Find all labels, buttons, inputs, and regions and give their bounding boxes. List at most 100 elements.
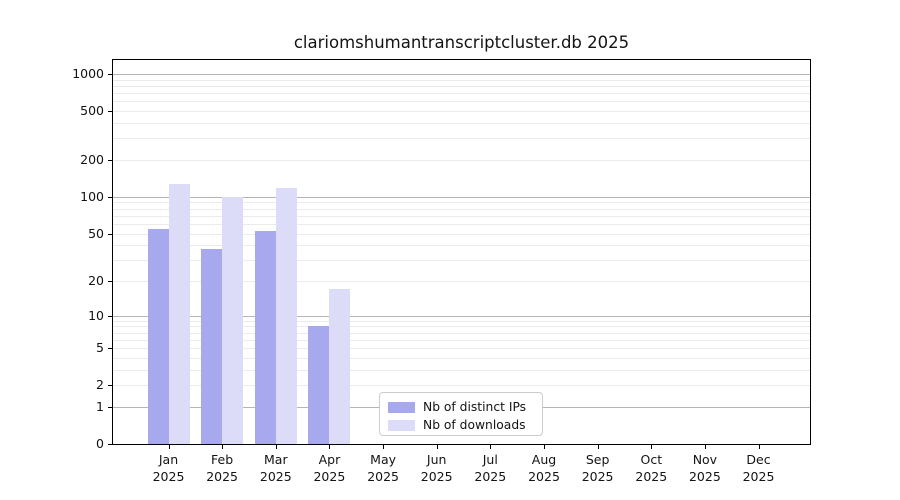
year-label: 2025 bbox=[259, 468, 292, 484]
minor-gridline bbox=[113, 202, 810, 204]
minor-gridline bbox=[113, 281, 810, 282]
major-gridline bbox=[113, 74, 810, 75]
legend-item-distinct-ips: Nb of distinct IPs bbox=[388, 399, 534, 415]
x-tick-mark bbox=[383, 445, 385, 449]
x-tick-label: May 2025 bbox=[353, 452, 413, 485]
year-label: 2025 bbox=[528, 468, 560, 484]
y-tick-label: 0 bbox=[96, 436, 104, 451]
x-tick-mark bbox=[275, 445, 277, 449]
y-tick-label: 5 bbox=[96, 340, 104, 356]
y-tick-mark bbox=[108, 348, 113, 350]
x-tick-mark bbox=[651, 445, 653, 449]
bar-downloads-apr bbox=[329, 289, 351, 444]
bar-distinct-ips-feb bbox=[201, 249, 223, 444]
year-label: 2025 bbox=[581, 468, 614, 484]
year-label: 2025 bbox=[367, 468, 399, 484]
legend-label-distinct-ips: Nb of distinct IPs bbox=[423, 400, 527, 414]
minor-gridline bbox=[113, 208, 810, 210]
month-label: Oct bbox=[640, 452, 663, 467]
x-tick-label: Apr 2025 bbox=[299, 452, 359, 485]
x-tick-mark bbox=[436, 445, 438, 449]
minor-gridline bbox=[113, 160, 810, 161]
y-tick-mark bbox=[108, 406, 113, 408]
minor-gridline bbox=[113, 245, 810, 247]
x-tick-label: Aug 2025 bbox=[514, 452, 574, 485]
x-tick-label: Mar 2025 bbox=[246, 452, 306, 485]
month-label: Apr bbox=[318, 452, 341, 467]
month-label: Aug bbox=[531, 452, 557, 467]
year-label: 2025 bbox=[635, 468, 668, 484]
minor-gridline bbox=[113, 138, 810, 140]
x-tick-mark bbox=[490, 445, 492, 449]
year-label: 2025 bbox=[313, 468, 346, 484]
year-label: 2025 bbox=[742, 468, 775, 484]
month-label: Sep bbox=[585, 452, 610, 467]
minor-gridline bbox=[113, 357, 810, 359]
y-tick-mark bbox=[108, 74, 113, 75]
minor-gridline bbox=[113, 101, 810, 103]
bar-distinct-ips-jan bbox=[147, 229, 169, 444]
y-tick-label: 1 bbox=[96, 398, 104, 414]
minor-gridline bbox=[113, 339, 810, 341]
minor-gridline bbox=[113, 79, 810, 81]
y-tick-mark bbox=[108, 196, 113, 198]
minor-gridline bbox=[113, 123, 810, 124]
x-tick-label: Oct 2025 bbox=[621, 452, 681, 485]
y-tick-label: 50 bbox=[88, 225, 104, 241]
month-label: Jul bbox=[482, 452, 498, 467]
y-tick-mark bbox=[108, 111, 113, 113]
y-tick-mark bbox=[108, 385, 113, 387]
y-tick-label: 20 bbox=[88, 273, 104, 288]
x-tick-mark bbox=[222, 445, 224, 449]
minor-gridline bbox=[113, 320, 810, 322]
x-tick-mark bbox=[758, 445, 760, 449]
month-label: Dec bbox=[746, 452, 771, 467]
major-gridline bbox=[113, 196, 810, 198]
x-tick-label: Jun 2025 bbox=[407, 452, 467, 485]
y-tick-mark bbox=[108, 233, 113, 235]
minor-gridline bbox=[113, 385, 810, 387]
year-label: 2025 bbox=[474, 468, 507, 484]
bar-distinct-ips-apr bbox=[308, 326, 330, 444]
x-tick-label: Dec 2025 bbox=[729, 452, 789, 485]
chart-title: clariomshumantranscriptcluster.db 2025 bbox=[293, 33, 630, 52]
x-tick-label: Sep 2025 bbox=[568, 452, 628, 485]
minor-gridline bbox=[113, 86, 810, 87]
x-tick-mark bbox=[704, 445, 706, 449]
year-label: 2025 bbox=[420, 468, 453, 484]
y-tick-label: 10 bbox=[88, 307, 104, 323]
y-tick-label: 2 bbox=[96, 377, 104, 393]
bar-distinct-ips-mar bbox=[254, 231, 276, 444]
minor-gridline bbox=[113, 233, 810, 235]
legend: Nb of distinct IPs Nb of downloads bbox=[379, 392, 543, 436]
month-label: Jun bbox=[426, 452, 447, 467]
y-tick-label: 500 bbox=[80, 103, 104, 119]
bar-downloads-jan bbox=[168, 184, 190, 444]
x-tick-mark bbox=[168, 445, 170, 449]
y-tick-mark bbox=[108, 281, 113, 282]
x-tick-label: Nov 2025 bbox=[675, 452, 735, 485]
month-label: Mar bbox=[264, 452, 288, 467]
y-tick-mark bbox=[108, 160, 113, 161]
month-label: Jan bbox=[158, 452, 179, 467]
legend-label-downloads: Nb of downloads bbox=[423, 418, 526, 432]
minor-gridline bbox=[113, 215, 810, 217]
legend-item-downloads: Nb of downloads bbox=[388, 417, 534, 433]
x-tick-mark bbox=[544, 445, 545, 449]
minor-gridline bbox=[113, 93, 810, 95]
x-tick-label: Jul 2025 bbox=[460, 452, 520, 485]
year-label: 2025 bbox=[688, 468, 721, 484]
month-label: Nov bbox=[692, 452, 718, 467]
minor-gridline bbox=[113, 111, 810, 113]
major-gridline bbox=[113, 315, 810, 317]
distinct-ips-swatch-icon bbox=[388, 401, 415, 413]
y-tick-label: 200 bbox=[80, 152, 104, 167]
x-tick-label: Feb 2025 bbox=[192, 452, 252, 485]
bar-downloads-feb bbox=[222, 196, 244, 444]
year-label: 2025 bbox=[152, 468, 185, 484]
bar-downloads-mar bbox=[275, 188, 297, 444]
y-tick-label: 100 bbox=[80, 188, 104, 204]
minor-gridline bbox=[113, 223, 810, 225]
month-label: Feb bbox=[211, 452, 234, 467]
